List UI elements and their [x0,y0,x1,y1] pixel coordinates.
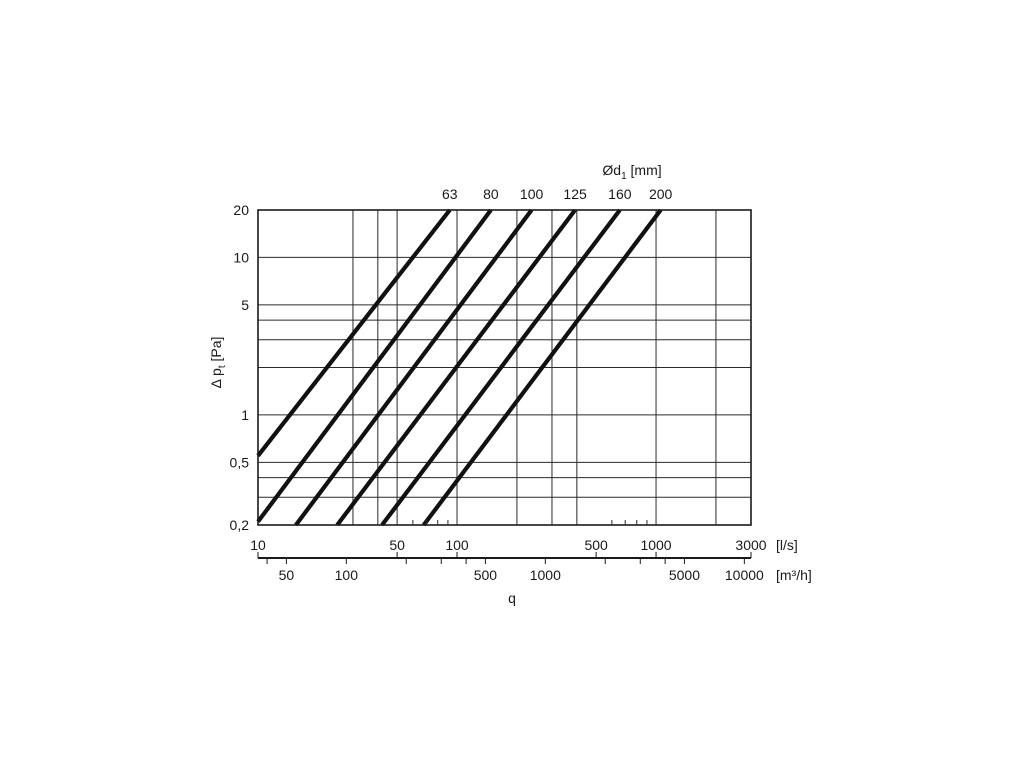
y-tick-label: 5 [241,297,249,313]
label-layer: Ød1 [mm] Δ pt [Pa] q [l/s] [m³/h] [208,162,812,606]
x-unit-secondary: [m³/h] [776,567,812,583]
secondary-x-tick-label: 100 [335,567,359,583]
series-line-125 [335,208,577,527]
secondary-x-tick-label: 1000 [530,567,561,583]
plot-frame [257,209,752,526]
x-tick-label: 1000 [640,537,671,553]
series-line-200 [422,208,663,527]
y-tick-label: 0,5 [230,454,250,470]
x-axis-label: q [508,590,516,606]
series-label-100: 100 [520,186,544,202]
legend-title: Ød1 [mm] [602,162,661,182]
y-tick-label: 10 [233,249,249,265]
secondary-x-tick-label: 500 [474,567,498,583]
series-label-80: 80 [483,186,499,202]
series-line-100 [294,208,534,527]
series-label-200: 200 [649,186,673,202]
series-label-63: 63 [442,186,458,202]
y-tick-label: 1 [241,407,249,423]
series-layer [256,208,663,527]
x-unit-primary: [l/s] [776,537,798,553]
secondary-x-tick-label: 5000 [669,567,700,583]
tick-layer: 63 80 100 125 160 200 0,2 0,5 1 5 10 20 10 50 100 500 10… [230,186,767,583]
series-line-80 [256,208,493,523]
y-axis-label: Δ pt [Pa] [208,337,228,389]
secondary-x-tick-label: 50 [279,567,295,583]
series-label-125: 125 [563,186,587,202]
secondary-x-tick-label: 10000 [725,567,764,583]
series-line-63 [256,208,452,458]
x-tick-label: 50 [389,537,405,553]
series-label-160: 160 [608,186,632,202]
series-line-160 [380,208,622,527]
y-tick-label: 20 [233,202,249,218]
x-tick-label: 500 [584,537,608,553]
x-tick-label: 100 [445,537,469,553]
y-tick-label: 0,2 [230,517,250,533]
x-tick-label: 3000 [735,537,766,553]
x-tick-label: 10 [250,537,266,553]
